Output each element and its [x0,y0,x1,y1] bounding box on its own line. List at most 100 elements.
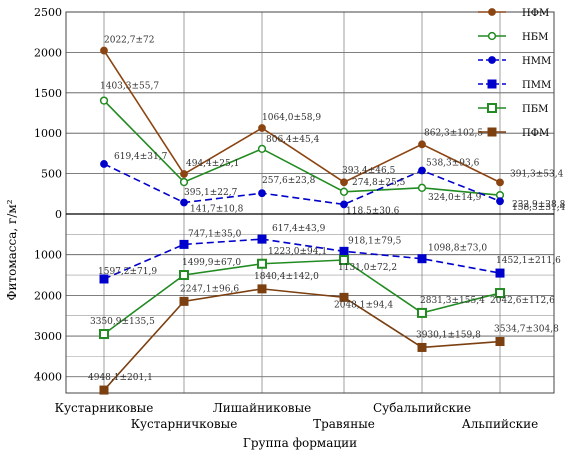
legend-label: НФМ [522,8,549,19]
data-label: 1452,1±211,6 [496,256,561,266]
y-tick-upper: 0 [55,208,62,221]
data-label: 2022,7±72 [104,36,154,46]
data-label: 391,3±53,4 [510,169,564,179]
x-axis-title: Группа формации [243,436,357,450]
point-marker [99,385,109,395]
legend-entry: НФМ [478,8,549,19]
legend-entry: ПММ [478,79,551,91]
y-tick-upper: 2000 [34,46,62,59]
y-tick-lower: 1000 [34,249,62,262]
series-line [103,238,501,280]
point-marker [339,255,349,266]
point-marker [488,56,496,64]
point-marker [417,342,427,352]
data-label: 538,3±93,6 [426,159,480,169]
data-label: 2831,3±155,4 [420,296,485,306]
point-marker [495,337,505,347]
y-tick-lower: 4000 [34,371,62,384]
legend-label: ПММ [522,80,551,91]
x-tick-label: Лишайниковые [213,401,311,415]
y-tick-upper: 1500 [34,87,62,100]
x-tick-label: Субальпийские [373,401,471,415]
point-marker [99,96,109,105]
data-label: 2247,1±96,6 [180,284,239,294]
point-marker [339,246,349,256]
point-marker [180,198,188,207]
legend-label: ПФМ [522,128,549,139]
point-marker [99,274,109,284]
data-label: 1098,8±73,0 [428,244,487,254]
point-marker [417,254,427,264]
y-tick-upper: 2500 [34,6,62,19]
data-label: 118,5±30,6 [346,206,400,216]
data-label: 1840,4±142,0 [254,272,319,282]
legend-label: НММ [522,56,551,67]
y-tick-upper: 1000 [34,127,62,140]
point-marker [180,170,188,178]
legend-label: ПБМ [522,104,548,115]
point-marker [495,268,505,278]
point-marker [417,183,427,192]
point-marker [257,234,267,244]
data-labels: 2022,7±72 494,4±25,1 1064,0±58,9 393,4±46,5… [88,36,566,384]
x-tick-label: Кустарничковые [131,417,238,431]
data-label: 158,3±31,4 [512,203,566,213]
data-label: 324,0±14,9 [428,193,482,203]
point-marker [495,288,505,299]
data-label: 617,4±43,9 [272,224,326,234]
data-label: 1403,3±55,7 [100,82,159,92]
data-label: 918,1±79,5 [348,236,402,246]
point-marker [417,307,427,318]
y-tick-lower: 2000 [34,289,62,302]
data-label: 1499,9±67,0 [182,258,241,268]
point-marker [100,160,108,168]
data-label: 257,6±23,8 [262,176,316,186]
x-tick-label: Альпийские [462,417,539,431]
point-marker [257,144,267,153]
legend-entry: НБМ [478,31,548,43]
data-label: 747,1±35,0 [188,229,242,239]
legend: НФМ НБМ НММ ПММ ПБМ ПФМ [478,8,551,139]
plot-frame [65,11,555,394]
point-marker [487,127,497,137]
series-layer [99,46,505,395]
series-line [103,50,501,184]
data-label: 4948,1±201,1 [88,373,153,383]
data-label: 232,9±28,8 [512,200,566,210]
series-ПБМ [99,255,505,340]
point-marker [496,178,504,187]
point-marker [340,178,348,187]
point-marker [257,284,267,294]
point-marker [339,187,349,196]
legend-label: НБМ [522,32,548,43]
data-label: 619,4±31,7 [114,152,168,162]
point-marker [257,258,267,269]
data-label: 3350,9±135,5 [90,317,155,327]
point-marker [179,177,189,187]
series-НФМ [100,46,504,187]
point-marker [488,8,496,16]
data-label: 1064,0±58,9 [262,113,321,123]
axes: 0 500 1000 1500 2000 2500 1000 2000 3000 4000 Куст… [34,6,555,431]
legend-entry: НММ [478,56,551,67]
point-marker [340,200,348,209]
series-line [103,288,501,391]
data-label: 393,4±46,5 [342,166,396,176]
point-marker [258,189,266,198]
data-label: 806,4±45,4 [266,135,320,145]
point-marker [487,79,497,89]
data-label: 1131,0±72,2 [338,263,397,273]
point-marker [179,270,189,281]
point-marker [179,239,189,249]
series-ПФМ [99,284,505,395]
x-tick-label: Кустарниковые [55,401,154,415]
data-label: 141,7±10,8 [190,205,244,215]
data-label: 1597,2±71,9 [98,267,157,277]
data-label: 3930,1±159,8 [416,330,481,340]
series-ПММ [99,234,505,284]
y-tick-lower: 3000 [34,330,62,343]
y-tick-upper: 500 [41,168,62,181]
series-line [103,259,501,335]
data-label: 2042,6±112,6 [490,296,555,306]
